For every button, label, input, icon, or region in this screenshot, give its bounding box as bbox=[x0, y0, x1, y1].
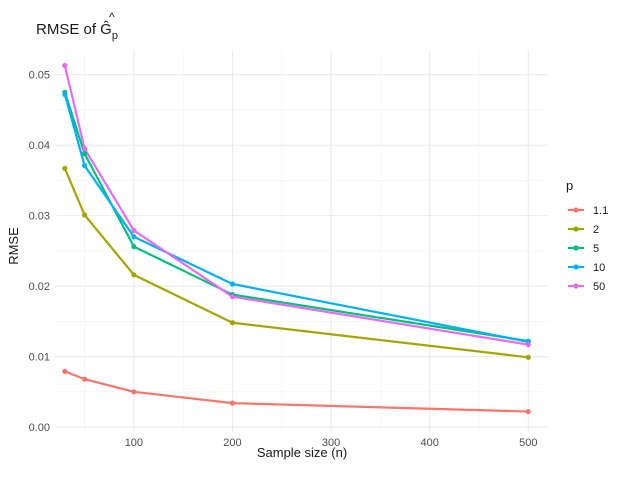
series-point-50 bbox=[229, 294, 236, 300]
series-point-1.1 bbox=[81, 376, 88, 382]
legend-key-point bbox=[573, 283, 579, 289]
legend-label: 5 bbox=[593, 243, 599, 255]
legend-label: 10 bbox=[593, 262, 605, 274]
y-tick-label: 0.05 bbox=[29, 70, 50, 82]
svg-text:RMSE of Ĝp: RMSE of Ĝp bbox=[36, 21, 118, 42]
legend: p 1.1 2 5 10 50 bbox=[566, 178, 608, 293]
y-tick-label: 0.02 bbox=[29, 281, 50, 293]
legend-key-point bbox=[573, 207, 579, 213]
x-tick-label: 300 bbox=[322, 437, 340, 449]
y-tick-label: 0.04 bbox=[29, 140, 50, 152]
x-tick-label: 200 bbox=[223, 437, 241, 449]
series-point-2 bbox=[525, 354, 531, 360]
legend-label: 50 bbox=[593, 281, 605, 293]
x-tick-label: 400 bbox=[421, 437, 439, 449]
y-tick-label: 0.01 bbox=[29, 352, 50, 364]
chart-title-text: RMSE of Ĝ bbox=[36, 21, 112, 38]
x-axis-title: Sample size (n) bbox=[257, 445, 347, 460]
series-point-1.1 bbox=[525, 408, 531, 415]
y-axis-title: RMSE bbox=[6, 227, 21, 265]
series-points bbox=[62, 62, 531, 415]
series-point-2 bbox=[81, 212, 88, 218]
series-point-50 bbox=[525, 342, 531, 348]
legend-label: 1.1 bbox=[593, 205, 608, 217]
legend-item: 10 bbox=[568, 262, 605, 274]
chart-title-subscript: p bbox=[112, 30, 118, 42]
grid-minor bbox=[55, 50, 548, 432]
series-point-50 bbox=[81, 146, 88, 152]
series-point-50 bbox=[131, 227, 137, 234]
legend-key-point bbox=[573, 264, 579, 270]
legend-key-point bbox=[573, 245, 579, 251]
x-tick-label: 500 bbox=[519, 437, 537, 449]
series-point-5 bbox=[81, 151, 88, 157]
y-tick-label: 0.03 bbox=[29, 211, 50, 223]
series-point-10 bbox=[229, 281, 236, 287]
series-point-50 bbox=[62, 62, 68, 69]
legend-item: 1.1 bbox=[568, 205, 608, 217]
legend-label: 2 bbox=[593, 224, 599, 236]
legend-title: p bbox=[566, 178, 573, 193]
series-point-1.1 bbox=[229, 400, 236, 406]
legend-item: 5 bbox=[568, 243, 599, 255]
x-tick-label: 100 bbox=[125, 437, 143, 449]
y-axis-ticks: 0.00 0.01 0.02 0.03 0.04 0.05 bbox=[29, 70, 50, 434]
series-point-10 bbox=[131, 234, 137, 240]
legend-key-point bbox=[573, 226, 579, 232]
series-point-5 bbox=[131, 244, 137, 250]
series-point-10 bbox=[81, 162, 88, 169]
series-point-10 bbox=[62, 91, 68, 98]
series-point-1.1 bbox=[62, 368, 68, 374]
chart-title: RMSE of Ĝp ^ bbox=[36, 10, 118, 42]
series-point-2 bbox=[131, 272, 137, 278]
series-point-2 bbox=[62, 165, 68, 172]
legend-item: 50 bbox=[568, 281, 605, 293]
series-point-2 bbox=[229, 320, 236, 326]
chart-title-hat: ^ bbox=[109, 10, 115, 24]
grid-major bbox=[55, 50, 548, 432]
legend-item: 2 bbox=[568, 224, 599, 236]
x-axis-ticks: 100 200 300 400 500 bbox=[125, 437, 538, 449]
y-tick-label: 0.00 bbox=[29, 422, 50, 434]
series-point-1.1 bbox=[131, 389, 137, 395]
